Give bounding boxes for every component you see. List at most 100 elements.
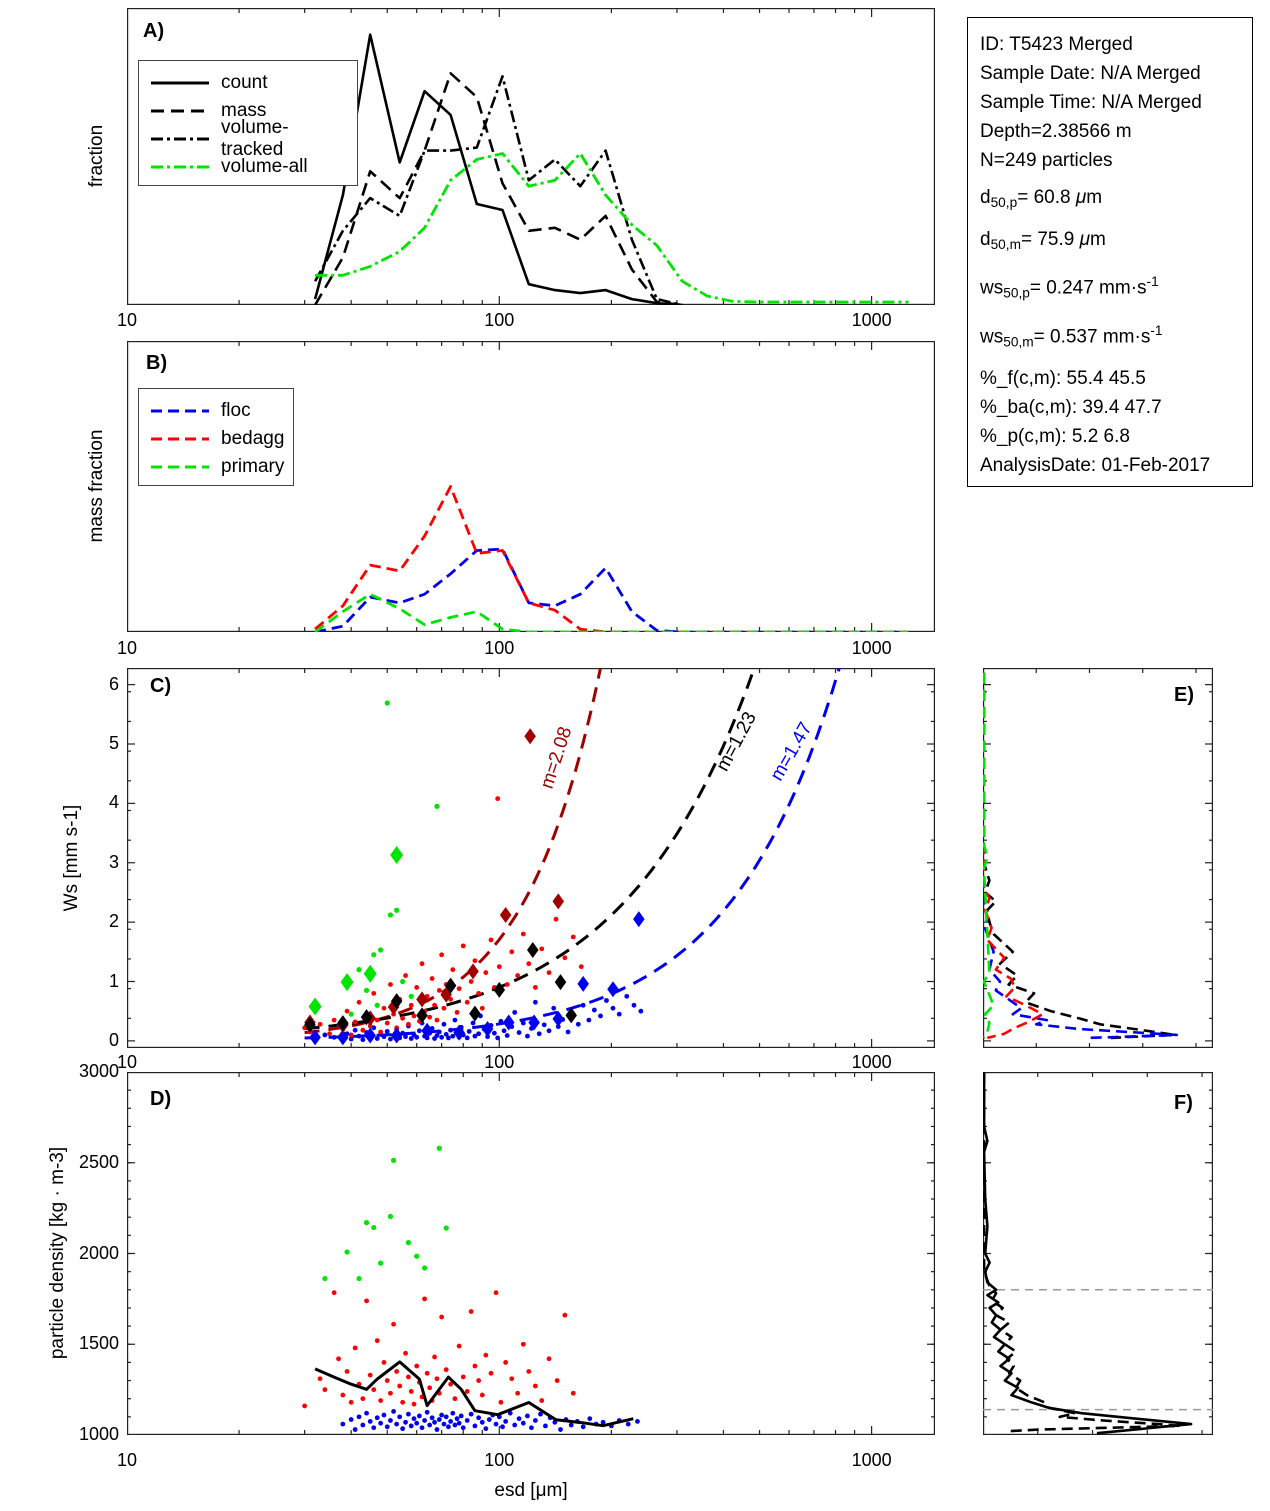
panel-c-plot <box>127 668 935 1048</box>
series-volume-tracked <box>313 75 683 305</box>
text-segment: s <box>61 883 82 894</box>
info-line-10: %_ba(c,m): 39.4 47.7 <box>980 393 1242 422</box>
series-bedagg-particles <box>302 796 584 1038</box>
info-line-9: %_f(c,m): 55.4 45.5 <box>980 364 1242 393</box>
panel-b-plot <box>127 341 935 632</box>
legend-line-sample <box>151 409 209 413</box>
legend-item-mass: mass <box>149 97 347 125</box>
x-tick-label-d-100: 100 <box>484 1450 515 1470</box>
series-volume-all <box>315 152 909 304</box>
info-line-3: Depth=2.38566 m <box>980 117 1242 146</box>
series-floc-density <box>340 1409 640 1432</box>
text-segment: = 60.8 <box>1017 187 1076 208</box>
text-segment: %_p(c,m): 5.2 6.8 <box>980 426 1130 448</box>
y-tick-label-c-5: 5 <box>108 733 119 753</box>
text-segment: W <box>61 893 82 912</box>
info-line-2: Sample Time: N/A Merged <box>980 88 1242 117</box>
panel-e-plot <box>983 668 1213 1048</box>
panel-e-letter: E) <box>1174 684 1194 706</box>
legend-label: count <box>221 72 268 93</box>
series-primary <box>314 592 909 632</box>
text-segment: %_ba(c,m): 39.4 47.7 <box>980 397 1162 419</box>
y-tick-label-d-1500: 1500 <box>78 1333 119 1354</box>
x-tick-label-c-1000: 1000 <box>851 1052 892 1072</box>
series-floc <box>314 547 909 632</box>
legend-panel-a: count mass volume-tracked volume-all <box>138 60 358 186</box>
text-segment: 50,m <box>1003 334 1034 350</box>
legend-item-volume-all: volume-all <box>149 153 347 181</box>
x-tick-label-a-10: 10 <box>116 310 138 330</box>
legend-label: bedagg <box>221 428 285 449</box>
text-segment: particle density [kg · m <box>47 1169 68 1360</box>
y-tick-label-d-1000: 1000 <box>78 1424 119 1444</box>
text-segment: 50,m <box>990 237 1021 253</box>
text-segment: = 75.9 <box>1020 229 1080 251</box>
panel-c-letter: C) <box>150 675 172 697</box>
text-segment: d <box>980 229 991 251</box>
legend-label: volume-all <box>221 156 308 177</box>
text-segment: %_f(c,m): 55.4 45.5 <box>980 368 1146 390</box>
legend-panel-b: floc bedagg primary <box>138 388 294 486</box>
series-median-density-line <box>314 1360 634 1428</box>
y-tick-label-c-2: 2 <box>108 911 119 932</box>
x-tick-label-a-100: 100 <box>484 310 515 330</box>
text-segment: 50,p <box>990 195 1018 211</box>
legend-item-count: count <box>149 69 347 97</box>
x-tick-label-c-10: 10 <box>116 1052 138 1072</box>
text-segment: Sample Date: N/A Merged <box>980 63 1201 84</box>
text-segment: = 0.247 mm·s <box>1029 277 1147 299</box>
panel-a-letter: A) <box>143 20 165 42</box>
text-segment: Depth=2.38566 m <box>980 121 1132 142</box>
legend-line-sample <box>151 81 209 85</box>
series-fit-floc <box>304 668 841 1040</box>
info-line-12: AnalysisDate: 01-Feb-2017 <box>980 451 1242 480</box>
y-tick-label-c-1: 1 <box>108 970 119 991</box>
panel-d-plot <box>127 1072 935 1435</box>
series-mass <box>313 72 683 305</box>
x-tick-label-b-100: 100 <box>484 638 515 658</box>
legend-item-volume-tracked: volume-tracked <box>149 117 347 160</box>
series-primary-medians <box>308 846 404 1016</box>
x-tick-label-b-1000: 1000 <box>851 638 892 658</box>
series-primary-particles <box>348 700 440 1017</box>
series-ws-dist-bedagg <box>983 672 1044 1040</box>
y-tick-label-c-6: 6 <box>108 673 119 694</box>
series-all-medians <box>304 942 577 1033</box>
y-tick-label-c-4: 4 <box>108 792 119 813</box>
legend-line-sample <box>151 137 209 141</box>
text-segment: 50,p <box>1003 285 1030 301</box>
y-tick-label-c-3: 3 <box>108 851 119 872</box>
x-tick-label-b-10: 10 <box>116 638 138 658</box>
sample-info-box: ID: T5423 Merged Sample Date: N/A Merged S… <box>967 17 1253 487</box>
info-line-6: d50,m= 75.9 μm <box>980 225 1242 259</box>
legend-item-primary: primary <box>149 453 285 481</box>
legend-item-bedagg: bedagg <box>149 425 285 453</box>
text-segment: = 0.537 mm·s <box>1033 326 1151 348</box>
x-tick-label-a-1000: 1000 <box>851 310 892 330</box>
text-segment: d <box>980 187 991 208</box>
panel-f-plot <box>983 1072 1213 1435</box>
series-density-dist-mass <box>983 1072 1182 1433</box>
text-segment: ws <box>980 277 1004 299</box>
text-segment: -1 <box>1146 274 1159 290</box>
text-segment: Sample Time: N/A Merged <box>980 92 1202 113</box>
text-segment: m <box>1086 187 1103 208</box>
series-ws-dist-primary <box>983 672 995 1039</box>
legend-label: volume-tracked <box>221 117 289 160</box>
info-line-4: N=249 particles <box>980 146 1242 175</box>
y-tick-label-d-2000: 2000 <box>78 1242 119 1263</box>
y-tick-label-d-3000: 3000 <box>78 1061 119 1081</box>
info-line-1: Sample Date: N/A Merged <box>980 59 1242 88</box>
legend-label: primary <box>221 456 285 477</box>
legend-line-sample <box>151 165 209 169</box>
series-bedagg-density <box>302 1290 576 1409</box>
legend-label: mass <box>221 100 267 121</box>
series-bedagg-medians <box>304 728 565 1033</box>
text-segment: AnalysisDate: 01-Feb-2017 <box>980 455 1211 477</box>
series-floc-medians <box>309 911 645 1046</box>
series-primary-density <box>322 1145 449 1282</box>
panel-f-letter: F) <box>1174 1092 1193 1114</box>
text-segment: ws <box>980 326 1004 348</box>
info-line-0: ID: T5423 Merged <box>980 30 1242 59</box>
